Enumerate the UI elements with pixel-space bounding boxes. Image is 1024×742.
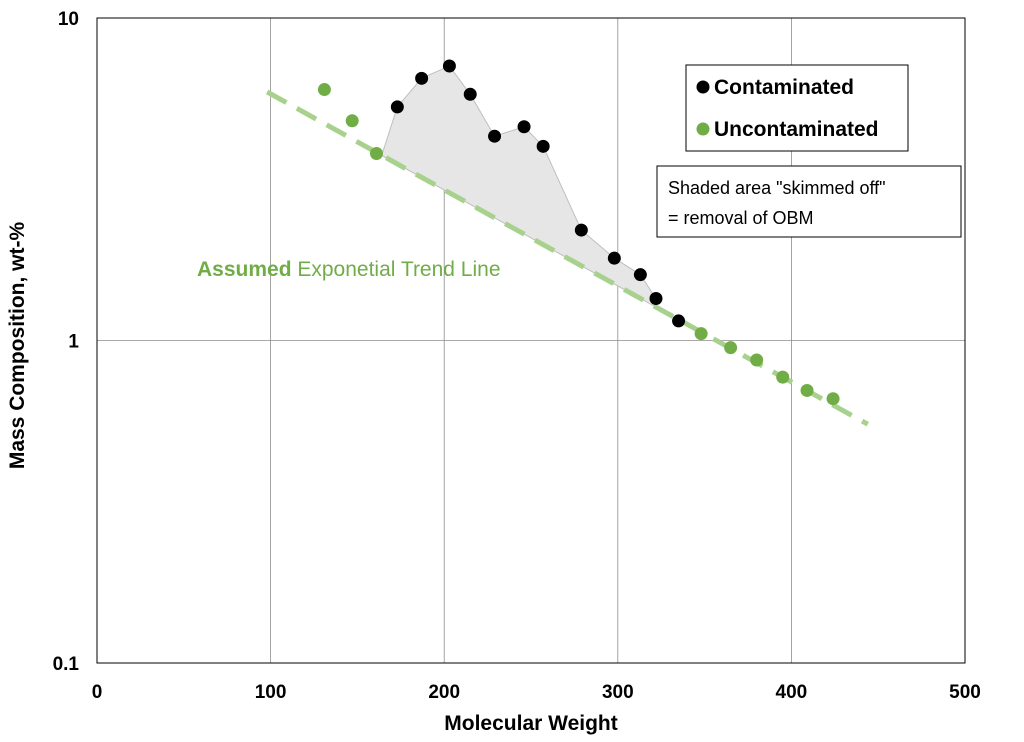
y-tick-label: 0.1 — [53, 654, 80, 675]
trend-label-rest: Exponetial Trend Line — [292, 258, 501, 281]
contaminated-point — [536, 139, 550, 153]
trend-label-bold: Assumed — [197, 258, 292, 281]
x-axis-title: Molecular Weight — [444, 712, 617, 735]
uncontaminated-point — [317, 83, 331, 97]
trend-line-layer — [265, 89, 869, 427]
uncontaminated-point — [369, 147, 383, 161]
contaminated-point — [415, 71, 429, 85]
x-axis-ticks: 0 100 200 300 400 500 — [92, 682, 981, 703]
shaded-area-note: Shaded area "skimmed off" = removal of O… — [656, 165, 962, 238]
x-tick-label: 300 — [602, 682, 634, 703]
contaminated-point — [488, 129, 502, 143]
x-tick-label: 500 — [949, 682, 981, 703]
note-line-1: Shaded area "skimmed off" — [668, 178, 886, 198]
contaminated-point — [517, 120, 531, 134]
y-axis-title: Mass Composition, wt-% — [6, 222, 29, 470]
legend-marker-contaminated — [696, 80, 710, 94]
legend: Contaminated Uncontaminated — [685, 64, 909, 152]
note-box — [656, 165, 962, 238]
uncontaminated-point — [826, 392, 840, 406]
contaminated-point — [442, 59, 456, 73]
y-axis-ticks: 0.1 1 10 — [53, 9, 80, 675]
x-tick-label: 100 — [255, 682, 287, 703]
contaminated-point — [649, 291, 663, 305]
trend-line — [265, 89, 869, 427]
y-tick-label: 1 — [68, 332, 79, 353]
uncontaminated-point — [694, 327, 708, 341]
contaminated-point — [672, 314, 686, 328]
uncontaminated-point — [800, 383, 814, 397]
trend-line-label: Assumed Exponetial Trend Line — [197, 258, 501, 281]
note-line-2: = removal of OBM — [668, 208, 814, 228]
legend-marker-uncontaminated — [696, 122, 710, 136]
uncontaminated-point — [345, 114, 359, 128]
y-tick-label: 10 — [58, 9, 79, 30]
contaminated-point — [633, 268, 647, 282]
uncontaminated-point — [750, 353, 764, 367]
contaminated-point — [574, 223, 588, 237]
legend-box — [685, 64, 909, 152]
x-tick-label: 0 — [92, 682, 103, 703]
data-points — [317, 59, 840, 406]
x-tick-label: 200 — [428, 682, 460, 703]
uncontaminated-point — [724, 341, 738, 355]
contaminated-point — [607, 251, 621, 265]
contaminated-point — [390, 100, 404, 114]
x-tick-label: 400 — [776, 682, 808, 703]
contaminated-point — [463, 87, 477, 101]
plot-area-border — [96, 17, 966, 664]
legend-label-contaminated: Contaminated — [714, 76, 854, 99]
legend-label-uncontaminated: Uncontaminated — [714, 118, 879, 141]
uncontaminated-point — [776, 370, 790, 384]
